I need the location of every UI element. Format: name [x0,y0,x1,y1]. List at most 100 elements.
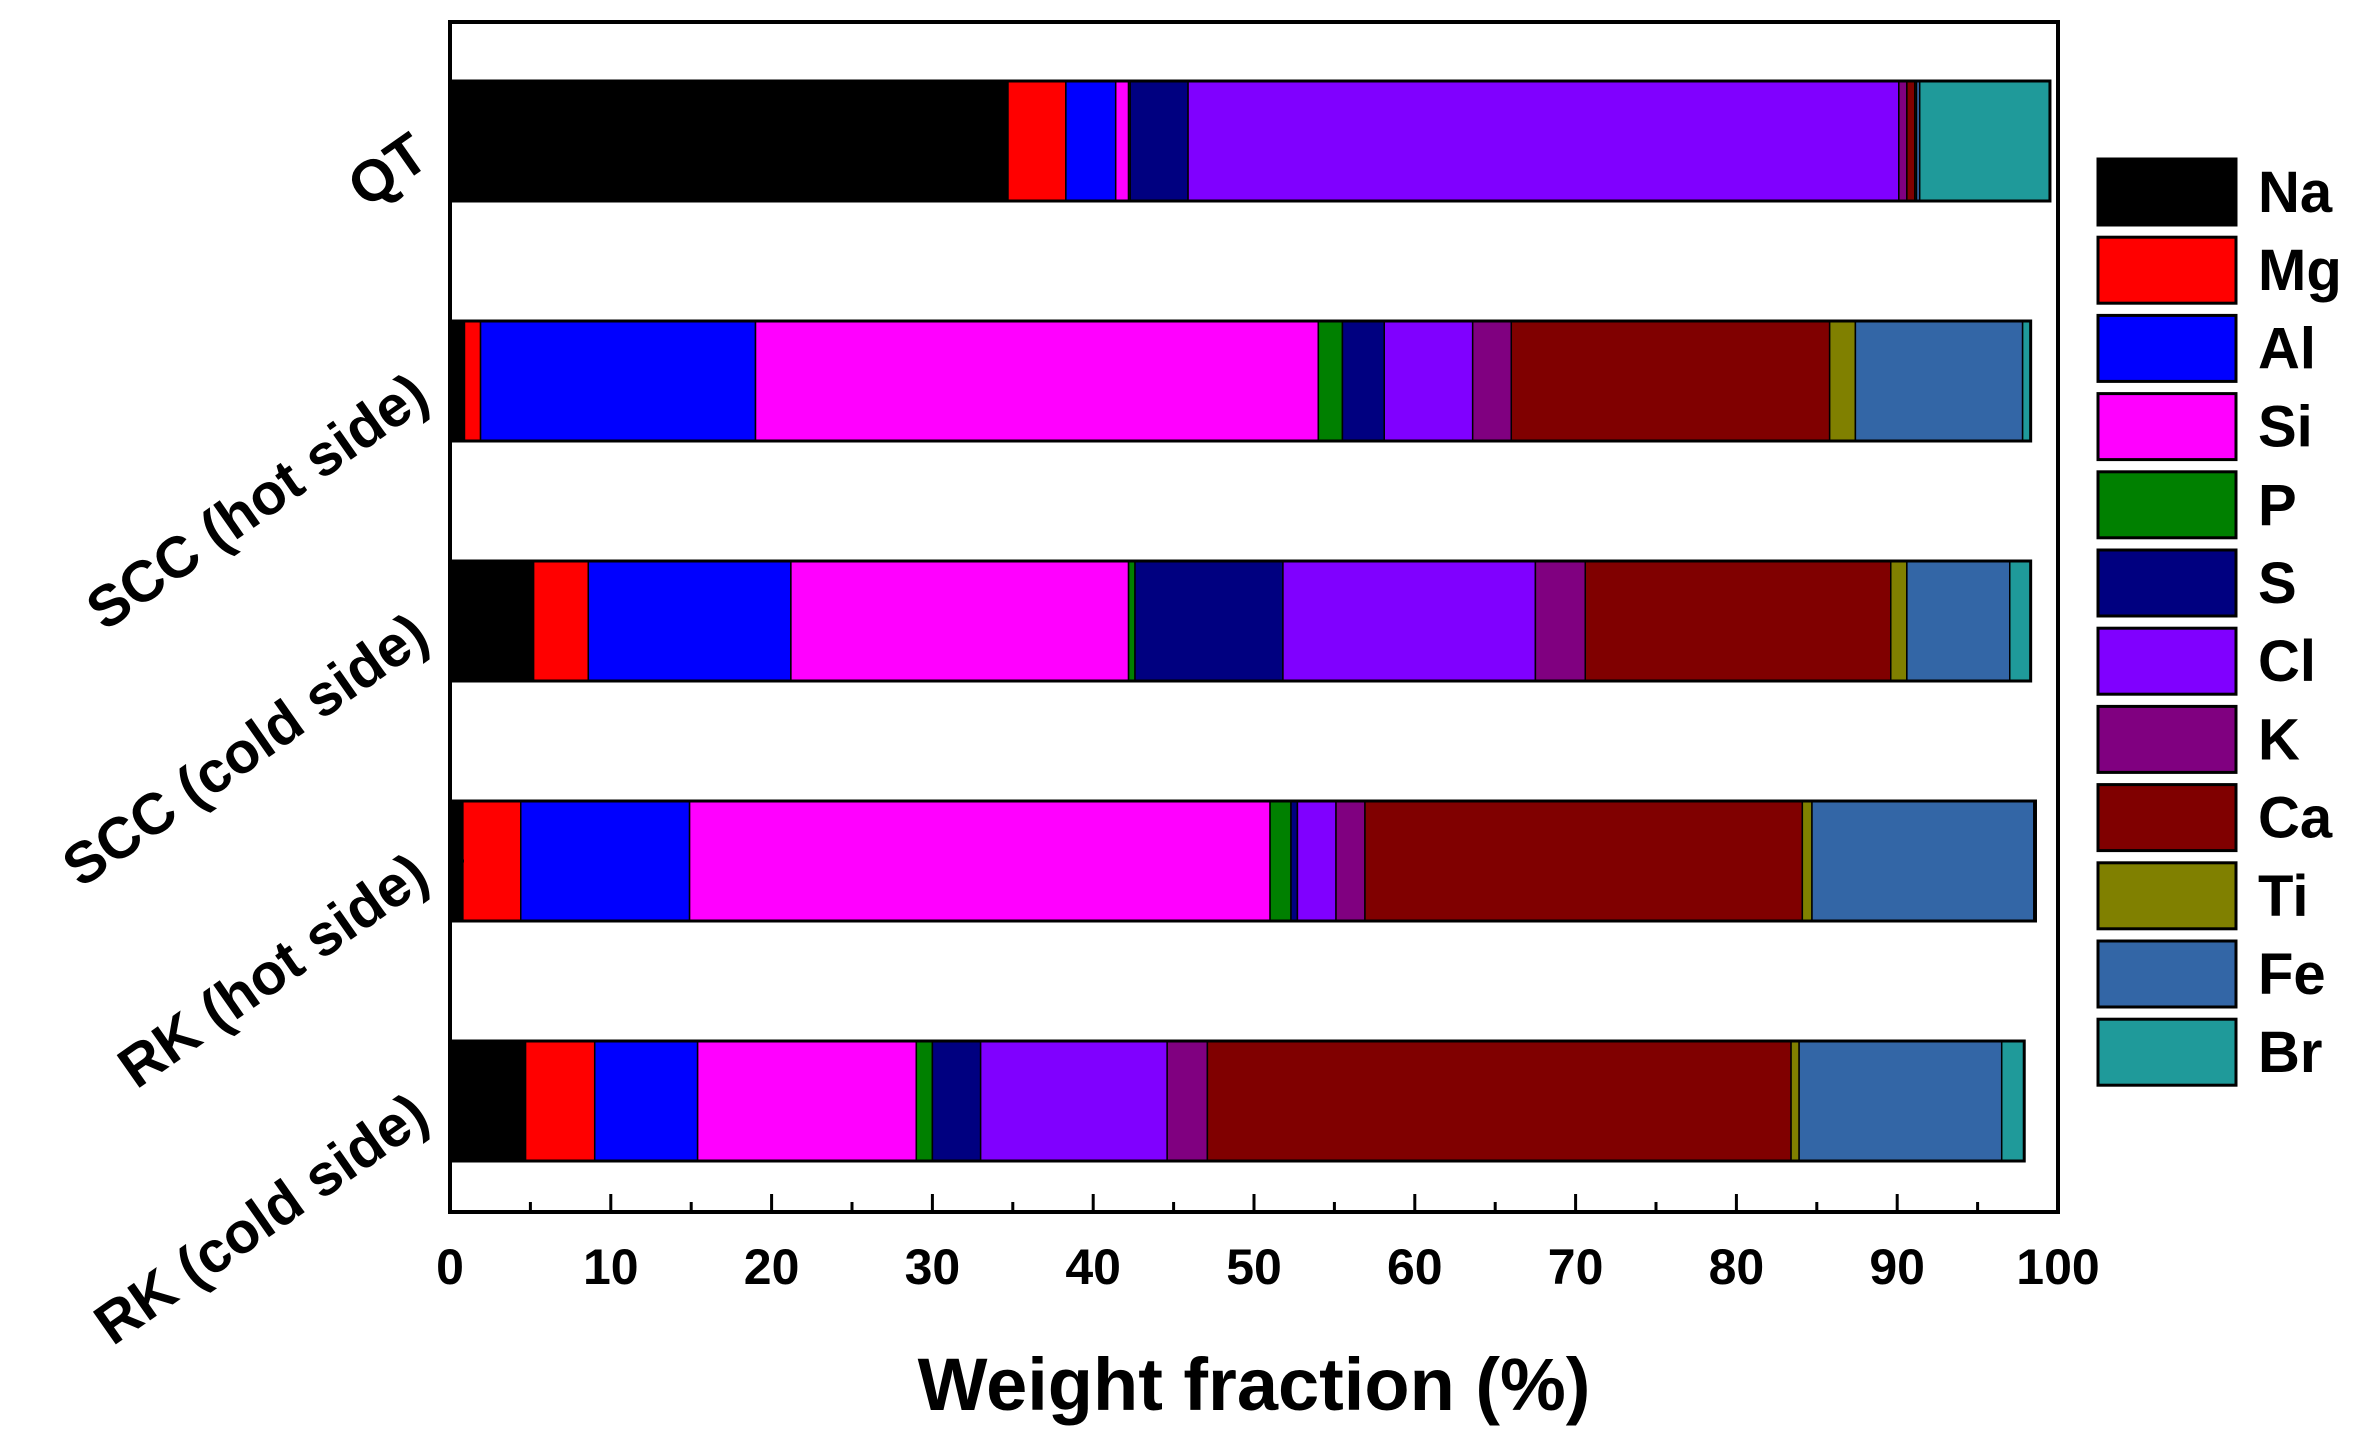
legend-swatch [2096,939,2238,1009]
legend-item: S [2096,548,2297,618]
bar-segment-si [688,800,1271,922]
bar-segment-cl [1296,800,1337,922]
legend-label: Al [2258,316,2316,381]
legend-label: Br [2258,1020,2322,1085]
legend-label: S [2258,551,2297,616]
legend-label: Ca [2258,786,2333,851]
legend-item: Al [2096,313,2316,383]
bar-segment-ti [1890,560,1908,682]
y-category-label: SCC (hot side) [75,360,440,642]
bar-group [448,799,2037,923]
bar-segment-al [1065,80,1117,202]
x-tick-label: 70 [1548,1239,1604,1295]
bar-segment-fe [1811,800,2035,922]
bar-segment-ca [1906,80,1916,202]
legend-label: Ti [2258,864,2309,929]
bar-segment-mg [462,800,522,922]
bar-segment-mg [524,1040,596,1162]
bar-segment-si [790,560,1130,682]
bar-segment-s [931,1040,982,1162]
bar-group [448,1039,2026,1163]
bar-segment-mg [532,560,590,682]
bar-segment-si [754,320,1320,442]
bar-segment-ca [1364,800,1804,922]
bar-segment-k [1335,800,1366,922]
legend-swatch [2096,626,2238,696]
legend-swatch [2096,392,2238,462]
bar-segment-ti [1801,800,1813,922]
bar-segment-fe [1798,1040,2003,1162]
bar-segment-al [593,1040,699,1162]
bar-segment-cl [1282,560,1537,682]
bar-segment-ca [1584,560,1892,682]
legend-swatch [2096,235,2238,305]
legend-swatch [2096,157,2238,227]
bars-layer [448,79,2052,1163]
legend-item: Mg [2096,235,2342,305]
y-category-label: RK (hot side) [107,840,440,1100]
y-category-label: QT [336,120,439,219]
legend-swatch [2096,783,2238,853]
legend-item: Si [2096,392,2313,462]
bar-segment-cl [979,1040,1168,1162]
legend-item: Ti [2096,861,2309,931]
legend-label: Fe [2258,942,2326,1007]
bar-segment-s [1134,560,1284,682]
x-tick-label: 10 [583,1239,639,1295]
bar-segment-ca [1510,320,1831,442]
legend-label: K [2258,707,2300,772]
bar-segment-s [1341,320,1385,442]
bar-segment-p [915,1040,934,1162]
bar-segment-s [1129,80,1189,202]
bar-group [448,319,2033,443]
legend-item: K [2096,704,2300,774]
legend-item: Na [2096,157,2333,227]
legend: Na Mg Al Si PS Cl K Ca Ti Fe Br [2092,153,2355,1098]
bar-segment-k [1166,1040,1209,1162]
bar-segment-fe [1854,320,2024,442]
bar-segment-al [479,320,757,442]
bar-segment-si [696,1040,918,1162]
legend-item: P [2096,470,2297,540]
legend-label: P [2258,473,2297,538]
bar-segment-br [2000,1040,2025,1162]
bar-segment-si [1114,80,1130,202]
x-tick-label: 20 [744,1239,800,1295]
x-tick-label: 60 [1387,1239,1443,1295]
bar-segment-ti [1790,1040,1800,1162]
bar-segment-mg [1007,80,1067,202]
x-tick-label: 90 [1869,1239,1925,1295]
x-tick-label: 0 [436,1239,464,1295]
bar-segment-p [1317,320,1344,442]
legend-swatch [2096,470,2238,540]
bar-segment-al [587,560,792,682]
legend-swatch [2096,548,2238,618]
legend-swatch [2096,704,2238,774]
x-tick-label: 40 [1065,1239,1121,1295]
bar-segment-k [1534,560,1586,682]
bar-segment-al [520,800,691,922]
bar-group [448,79,2052,203]
legend-label: Si [2258,395,2313,460]
bar-segment-na [449,80,1009,202]
legend-swatch [2096,313,2238,383]
bar-segment-mg [463,320,482,442]
x-axis: 0 10 20 30 40 50 60 70 80 90 100 [436,1194,2100,1295]
x-tick-label: 50 [1226,1239,1282,1295]
legend-item: Cl [2096,626,2316,696]
legend-item: Fe [2096,939,2326,1009]
bar-segment-k [1471,320,1513,442]
legend-item: Br [2096,1017,2322,1087]
bar-segment-s [1290,800,1299,922]
bar-segment-p [1127,560,1136,682]
bar-segment-br [1918,80,2051,202]
bar-segment-k [1898,80,1908,202]
bar-segment-ca [1206,1040,1792,1162]
legend-item: Ca [2096,783,2333,853]
bar-segment-ti [1828,320,1857,442]
x-tick-label: 100 [2016,1239,2099,1295]
legend-label: Na [2258,160,2333,225]
bar-segment-br [2009,560,2032,682]
